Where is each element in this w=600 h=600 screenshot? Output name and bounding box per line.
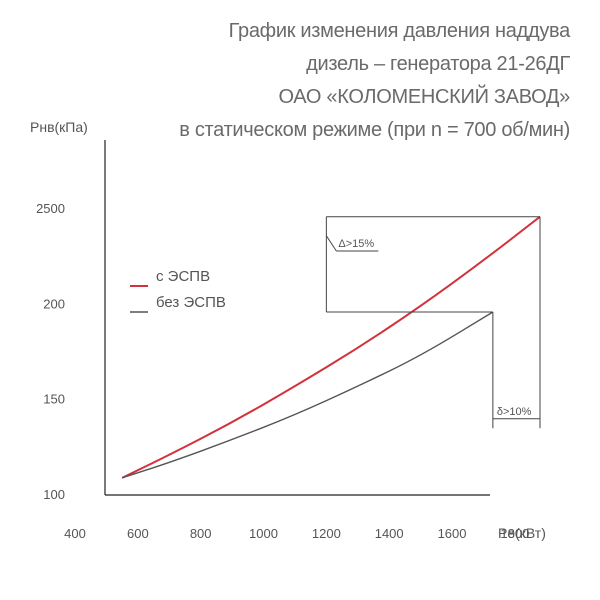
series-line-1 [121,215,541,479]
delta-annotation: Δ>15% [338,238,374,250]
y-axis-title: Pнв(кПа) [30,119,88,135]
y-tick-label: 100 [43,487,65,502]
x-tick-label: 1600 [438,526,467,541]
x-tick-label: 1200 [312,526,341,541]
legend-label-2: без ЭСПВ [156,294,226,311]
x-axis-title: Pе(кВт) [498,525,546,541]
y-tick-label: 2500 [36,201,65,216]
chart-title-line-2: дизель – генератора 21-26ДГ [306,53,570,75]
x-tick-label: 800 [190,526,212,541]
chart-title-line-3: ОАО «КОЛОМЕНСКИЙ ЗАВОД» [278,86,570,108]
y-tick-label: 200 [43,296,65,311]
x-tick-label: 1400 [375,526,404,541]
chart-title-line-4: в статическом режиме (при n = 700 об/мин… [179,119,570,141]
delta-small-annotation: δ>10% [497,406,532,418]
series-line-2 [121,311,494,479]
x-tick-label: 400 [64,526,86,541]
delta-pointer-line [325,235,337,252]
legend-label-1: с ЭСПВ [156,268,210,285]
x-tick-label: 1000 [249,526,278,541]
y-tick-label: 150 [43,392,65,407]
x-tick-label: 600 [127,526,149,541]
chart-title-line-1: График изменения давления наддува [228,20,571,42]
x-tick-label: 1800 [500,526,529,541]
